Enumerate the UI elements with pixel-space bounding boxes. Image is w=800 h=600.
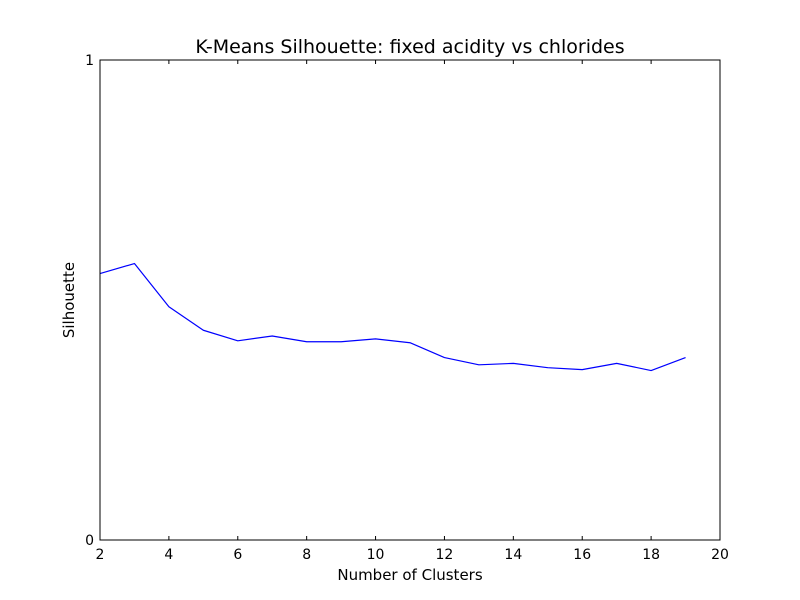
x-tick-label: 18 <box>642 547 660 563</box>
x-tick-label: 10 <box>367 547 385 563</box>
y-tick-label: 0 <box>85 533 94 549</box>
y-axis-label: Silhouette <box>60 262 78 338</box>
x-tick-label: 2 <box>96 547 105 563</box>
x-tick-label: 20 <box>711 547 729 563</box>
chart-title: K-Means Silhouette: fixed acidity vs chl… <box>195 36 624 58</box>
x-tick-label: 4 <box>164 547 173 563</box>
plot-area <box>100 60 720 540</box>
x-tick-label: 6 <box>233 547 242 563</box>
plot-frame <box>99 59 721 541</box>
x-tick-label: 8 <box>302 547 311 563</box>
x-tick-label: 14 <box>504 547 522 563</box>
x-tick-label: 12 <box>436 547 454 563</box>
series-layer <box>99 262 686 372</box>
x-axis-label: Number of Clusters <box>337 566 482 584</box>
tick-labels: 2 4 6 8 10 12 14 16 18 20 0 1 <box>85 53 729 563</box>
x-tick-label: 16 <box>573 547 591 563</box>
silhouette-series-line <box>99 262 686 372</box>
y-tick-label: 1 <box>85 53 94 69</box>
